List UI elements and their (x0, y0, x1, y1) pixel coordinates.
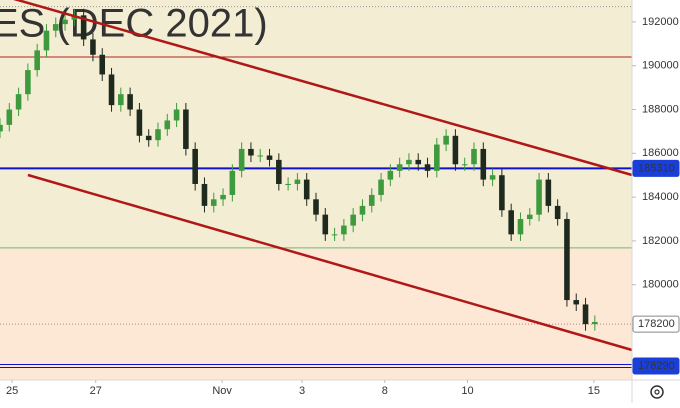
candle-body (145, 135, 152, 141)
candle-body (136, 109, 143, 136)
y-tick-label: 184000 (642, 191, 679, 203)
candle-body (276, 159, 282, 184)
candle-body (173, 109, 180, 121)
price-label: 185310 (638, 162, 675, 174)
candle-body (582, 304, 589, 325)
price-axis (632, 0, 680, 403)
x-tick-label: 27 (90, 385, 102, 397)
candle-body (350, 214, 356, 226)
candle-body (536, 179, 542, 215)
candle-body (80, 15, 87, 40)
candle-body (285, 183, 291, 185)
candle-body (434, 144, 440, 171)
candle-body (331, 234, 338, 236)
candle-body (564, 219, 570, 301)
candle-body (192, 148, 198, 184)
price-label-box (632, 357, 680, 375)
trend-line (27, 173, 633, 352)
candle-body (90, 39, 96, 55)
candle-body (210, 199, 217, 206)
candle-body (127, 94, 133, 110)
x-tick-label: 15 (588, 385, 600, 397)
candle-body (43, 30, 50, 51)
candle-body (34, 50, 40, 71)
candle-body (266, 155, 273, 160)
y-tick-label: 188000 (642, 103, 679, 115)
y-tick-label: 186000 (642, 147, 679, 159)
candle-body (573, 300, 580, 305)
candle-body (257, 155, 264, 157)
candle-body (294, 179, 301, 184)
candle-body (238, 148, 245, 171)
candle-body (378, 179, 384, 195)
y-tick-label: 190000 (642, 60, 679, 72)
candle-body (471, 148, 477, 165)
gear-center[interactable] (654, 389, 660, 395)
candle-body (0, 124, 3, 132)
y-tick-label: 192000 (642, 16, 679, 28)
candle-body (220, 194, 226, 200)
settings-icon[interactable] (650, 385, 664, 399)
candle-body (461, 164, 468, 166)
candle-body (118, 94, 124, 106)
watermark: ES (DEC 2021) (0, 2, 268, 46)
candle-body (62, 19, 68, 25)
price-label: 178200 (638, 318, 675, 330)
candle-body (108, 74, 115, 106)
plot: ES (DEC 2021) (0, 0, 633, 380)
candle-body (15, 94, 22, 110)
x-tick-label: 8 (382, 385, 388, 397)
candle-body (368, 194, 375, 206)
candle-body (545, 179, 552, 206)
plot-background-lower (0, 247, 632, 380)
x-tick-label: 25 (6, 385, 18, 397)
price-label-box (632, 159, 680, 177)
y-tick-label: 180000 (642, 279, 679, 291)
candle-body (183, 109, 189, 149)
candle-body (99, 54, 106, 75)
x-tick-label: 3 (299, 385, 305, 397)
candle-body (155, 129, 161, 141)
candle-body (499, 175, 505, 211)
candle-body (359, 205, 366, 215)
candle-body (341, 225, 347, 235)
candle-body (164, 120, 171, 130)
candle-body (554, 205, 561, 220)
candle-body (248, 148, 254, 156)
candle-body (452, 135, 459, 165)
time-axis (0, 380, 632, 403)
candle-body (517, 219, 524, 235)
candle-body (303, 179, 310, 200)
candle-body (396, 164, 403, 171)
candle-body (443, 135, 449, 145)
candle-body (313, 199, 319, 215)
candle-body (25, 70, 31, 95)
price-label-box (632, 315, 680, 333)
candle-body (415, 159, 422, 165)
candle-body (52, 24, 59, 31)
candle-body (480, 148, 487, 180)
x-tick-label: Nov (212, 385, 232, 397)
y-tick-label: 182000 (642, 235, 679, 247)
candle-body (424, 164, 431, 171)
price-label: 176290 (638, 360, 675, 372)
candle-body (526, 214, 533, 220)
candle-body (6, 109, 13, 125)
candle-body (489, 175, 496, 180)
candle-body (229, 170, 236, 195)
x-tick-label: 10 (461, 385, 473, 397)
candle-body (71, 15, 78, 20)
candle-body (201, 183, 208, 206)
candle-body (387, 170, 394, 180)
candle-body (322, 214, 329, 235)
candle-body (592, 321, 598, 325)
candle-body (406, 159, 412, 165)
trend-line (13, 0, 633, 177)
candle-body (508, 210, 514, 235)
gear[interactable] (650, 385, 664, 399)
